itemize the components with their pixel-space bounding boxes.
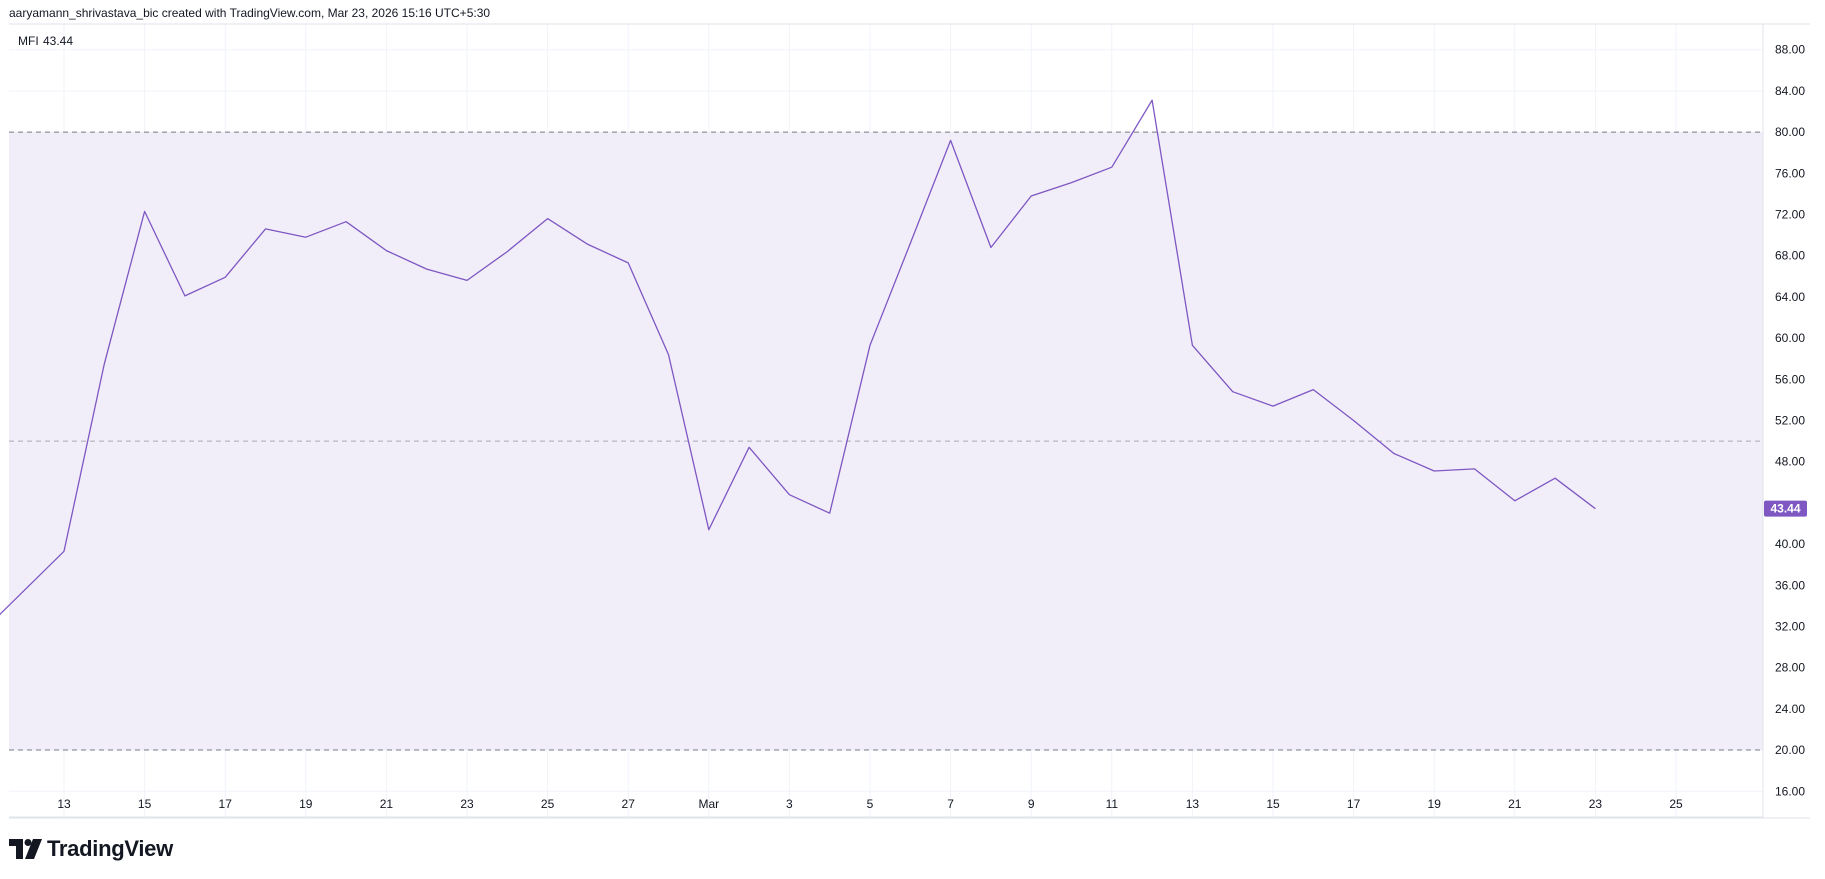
y-tick-label: 76.00 (1775, 166, 1805, 180)
mfi-point (1512, 498, 1518, 504)
x-tick-label: 25 (1669, 797, 1683, 811)
mfi-point (545, 216, 551, 222)
x-tick-label: 23 (460, 797, 474, 811)
mfi-point (182, 293, 188, 299)
indicator-name: MFI (18, 34, 39, 48)
y-tick-label: 52.00 (1775, 414, 1805, 428)
mfi-point (424, 266, 430, 272)
y-tick-label: 60.00 (1775, 331, 1805, 345)
mfi-point (61, 548, 67, 554)
last-value-badge: 43.44 (1764, 500, 1807, 517)
mfi-point (1230, 389, 1236, 395)
mfi-point (1592, 506, 1598, 512)
mfi-point (343, 219, 349, 225)
tradingview-logo[interactable]: TradingView (9, 836, 173, 862)
mfi-point (1472, 466, 1478, 472)
mfi-point (1391, 450, 1397, 456)
mfi-point (867, 342, 873, 348)
mfi-point (948, 137, 954, 143)
x-tick-label: 21 (380, 797, 394, 811)
mfi-point (303, 234, 309, 240)
mfi-point (504, 249, 510, 255)
tradingview-logo-icon (9, 839, 42, 859)
y-tick-label: 20.00 (1775, 743, 1805, 757)
mfi-point (142, 208, 148, 214)
mfi-point (1310, 387, 1316, 393)
y-tick-label: 36.00 (1775, 578, 1805, 592)
mfi-point (1109, 164, 1115, 170)
x-tick-label: 9 (1028, 797, 1035, 811)
mfi-point (907, 240, 913, 246)
mfi-point (1028, 193, 1034, 199)
x-tick-label: 17 (1347, 797, 1361, 811)
y-tick-label: 64.00 (1775, 290, 1805, 304)
mfi-point (1351, 418, 1357, 424)
x-tick-label: Mar (698, 797, 719, 811)
x-tick-label: 23 (1589, 797, 1603, 811)
y-tick-label: 40.00 (1775, 537, 1805, 551)
y-tick-label: 80.00 (1775, 125, 1805, 139)
mfi-point (383, 248, 389, 254)
y-tick-label: 32.00 (1775, 619, 1805, 633)
mfi-point (1552, 475, 1558, 481)
price-axis[interactable]: 88.00 84.00 80.00 76.00 72.00 68.00 64.00 60.00… (1775, 43, 1805, 799)
x-tick-label: 17 (219, 797, 233, 811)
indicator-value: 43.44 (43, 34, 73, 48)
x-tick-label: 13 (57, 797, 71, 811)
indicator-legend[interactable]: MFI 43.44 (18, 34, 73, 48)
mfi-point (1270, 403, 1276, 409)
mfi-series[interactable] (0, 97, 1598, 633)
mfi-line (0, 99, 1596, 616)
mfi-point (464, 277, 470, 283)
mfi-point (1069, 180, 1075, 186)
x-tick-label: 7 (947, 797, 954, 811)
x-tick-label: 25 (541, 797, 555, 811)
mfi-point (666, 352, 672, 358)
x-tick-label: 19 (1428, 797, 1442, 811)
mfi-point (786, 492, 792, 498)
y-tick-label: 84.00 (1775, 84, 1805, 98)
x-tick-label: 19 (299, 797, 313, 811)
y-tick-label: 88.00 (1775, 43, 1805, 57)
chart-frame (9, 23, 1810, 819)
mfi-point (222, 274, 228, 280)
last-value-badge-text: 43.44 (1770, 502, 1800, 516)
x-tick-label: 3 (786, 797, 793, 811)
mfi-point (1431, 468, 1437, 474)
x-tick-label: 15 (138, 797, 152, 811)
y-tick-label: 56.00 (1775, 372, 1805, 386)
time-axis[interactable]: 13 15 17 19 21 23 25 27 Mar 3 5 7 9 11 13 15 17 19 21 23 25 (57, 797, 1683, 811)
mfi-point (827, 510, 833, 516)
x-tick-label: 21 (1508, 797, 1522, 811)
y-tick-label: 72.00 (1775, 208, 1805, 222)
x-tick-label: 27 (622, 797, 636, 811)
last-value-badge-bg (1764, 500, 1807, 517)
y-tick-label: 48.00 (1775, 455, 1805, 469)
mfi-point (706, 527, 712, 533)
x-tick-label: 5 (867, 797, 874, 811)
y-tick-label: 68.00 (1775, 249, 1805, 263)
attribution-text: aaryamann_shrivastava_bic created with T… (9, 6, 491, 20)
mfi-point (263, 226, 269, 232)
mfi-point (585, 241, 591, 247)
tradingview-logo-text: TradingView (47, 836, 173, 861)
y-tick-label: 24.00 (1775, 702, 1805, 716)
mfi-point (1189, 342, 1195, 348)
y-tick-label: 16.00 (1775, 784, 1805, 798)
mfi-point (746, 444, 752, 450)
x-tick-label: 11 (1106, 797, 1119, 811)
x-tick-label: 15 (1266, 797, 1280, 811)
mfi-point (101, 361, 107, 367)
mfi-point (625, 260, 631, 266)
mfi-point (1149, 97, 1155, 103)
x-tick-label: 13 (1186, 797, 1200, 811)
mfi-point (988, 244, 994, 250)
y-tick-label: 28.00 (1775, 661, 1805, 675)
